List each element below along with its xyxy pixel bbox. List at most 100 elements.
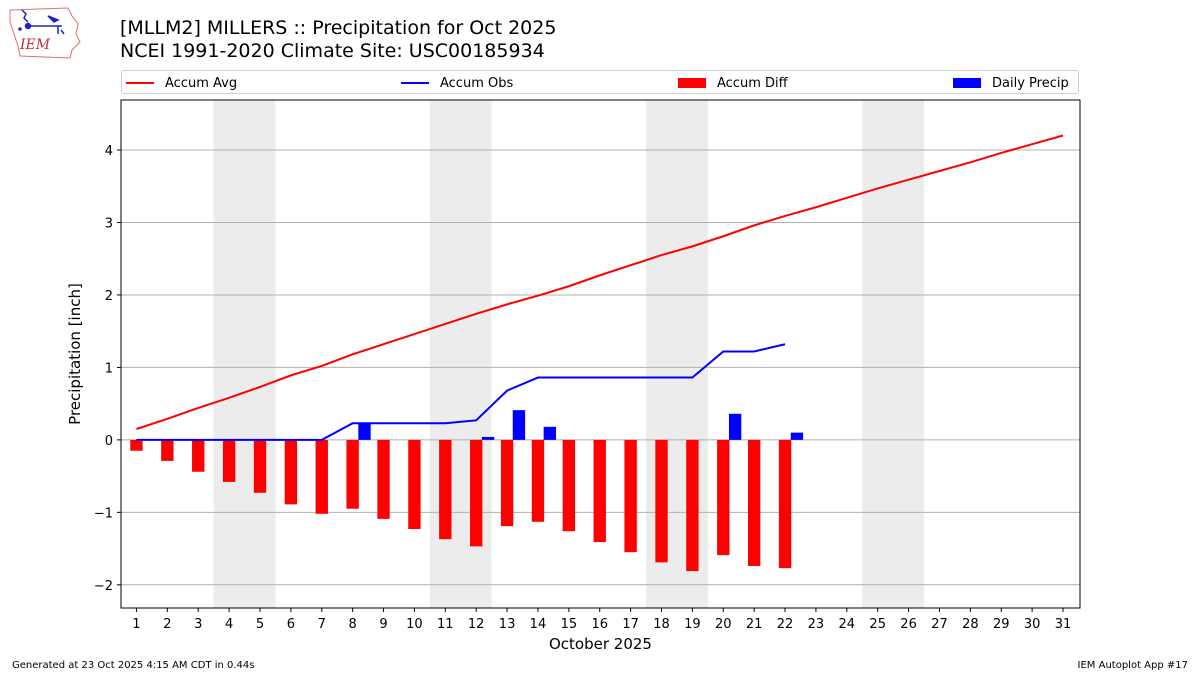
x-tick-label: 2 [163,617,171,632]
accum-diff-bar [253,439,267,493]
x-tick-label: 10 [406,617,423,632]
accum-diff-bar [747,439,761,566]
x-tick-label: 25 [869,617,886,632]
x-tick-label: 22 [777,617,794,632]
x-tick-label: 9 [379,617,387,632]
accum-diff-bar [686,439,699,572]
legend-label-accum-avg: Accum Avg [165,75,238,91]
daily-precip-bar [543,426,556,440]
legend-swatch-accum-diff [678,78,706,88]
logo-text: IEM [19,37,51,53]
x-axis-ticks: 1 2 3 4 5 6 7 8 9 10 11 12 13 14 15 16 17 18 19 20 21 22 23 24 2… [132,608,1071,632]
y-axis-ticks: −2 −1 0 1 2 3 4 [94,144,121,594]
x-tick-label: 6 [287,617,295,632]
x-tick-label: 8 [349,617,357,632]
weekend-span [213,100,276,608]
x-tick-label: 3 [194,617,202,632]
accum-diff-bar [161,439,174,461]
x-tick-label: 12 [468,617,485,632]
accum-diff-bar [408,439,421,530]
x-tick-label: 11 [437,617,454,632]
y-tick-label: −2 [94,579,113,594]
x-tick-label: 21 [746,617,763,632]
legend-swatch-accum-obs [401,82,429,84]
x-tick-label: 24 [839,617,856,632]
accum-diff-bar [130,439,143,451]
chart-subtitle: NCEI 1991-2020 Climate Site: USC00185934 [120,40,545,62]
y-gridlines [121,149,1080,586]
x-tick-label: 19 [684,617,701,632]
y-tick-label: 2 [105,289,113,304]
y-tick-label: 0 [105,434,113,449]
x-tick-label: 30 [1024,617,1041,632]
legend-item-accum-avg: Accum Avg [126,75,237,91]
y-tick-label: 4 [105,144,113,159]
accum-diff-bar [284,439,298,505]
legend-swatch-daily-precip [953,78,981,88]
accum-diff-bar [439,439,452,540]
accum-obs-line [136,343,786,441]
x-tick-label: 4 [225,617,233,632]
accum-diff-bar [655,439,668,563]
accum-diff-bar [593,439,606,543]
x-tick-label: 17 [622,617,639,632]
daily-precip-bar [790,432,804,440]
x-tick-label: 31 [1055,617,1072,632]
accum-diff-bar [470,439,483,547]
accum-diff-bar [562,439,576,532]
x-tick-label: 29 [993,617,1010,632]
y-tick-label: 1 [105,361,113,376]
daily-precip-bar [728,413,742,440]
accum-diff-bar [778,439,792,569]
accum-diff-bar [500,439,514,527]
x-tick-label: 23 [808,617,825,632]
daily-precip-bar [512,410,526,440]
x-tick-label: 1 [132,617,140,632]
x-tick-label: 20 [715,617,732,632]
legend-item-accum-diff: Accum Diff [678,75,788,91]
x-tick-label: 26 [900,617,917,632]
accum-diff-bar [315,439,328,514]
accum-diff-bar [531,439,545,522]
x-axis-label: October 2025 [549,635,652,653]
weekend-span [429,100,492,608]
daily-precip-bar [358,423,371,440]
generated-timestamp: Generated at 23 Oct 2025 4:15 AM CDT in … [12,660,255,671]
weekend-span [862,100,925,608]
accum-diff-bar [377,439,390,519]
accum-diff-bar [192,439,205,472]
x-tick-label: 18 [653,617,670,632]
legend-item-daily-precip: Daily Precip [953,75,1069,91]
iem-logo: IEM [9,7,81,59]
plot-frame [120,99,1081,609]
accum-avg-line [136,134,1064,430]
x-tick-label: 16 [591,617,608,632]
chart-title: [MLLM2] MILLERS :: Precipitation for Oct… [120,17,557,39]
y-tick-label: 3 [105,216,113,231]
legend-label-daily-precip: Daily Precip [992,75,1069,91]
daily-precip-bar [481,436,495,440]
y-tick-label: −1 [94,506,113,521]
legend-label-accum-diff: Accum Diff [717,75,788,91]
lines [136,134,1064,441]
legend-swatch-accum-avg [126,82,154,84]
bars [130,410,804,572]
accum-diff-bar [346,439,359,509]
legend-label-accum-obs: Accum Obs [440,75,514,91]
weather-station-icon [18,9,65,35]
accum-diff-bar [222,439,236,482]
x-tick-label: 15 [561,617,578,632]
x-tick-label: 14 [530,617,547,632]
legend: Accum Avg Accum Obs Accum Diff Daily Pre… [121,70,1079,94]
x-tick-label: 13 [499,617,516,632]
app-label: IEM Autoplot App #17 [1077,660,1188,671]
x-tick-label: 7 [318,617,326,632]
accum-diff-bar [717,439,730,556]
x-tick-label: 27 [931,617,948,632]
x-tick-label: 5 [256,617,264,632]
y-axis-label: Precipitation [inch] [66,283,84,425]
accum-diff-bar [624,439,637,553]
x-tick-label: 28 [962,617,979,632]
weekend-shading [213,100,925,608]
